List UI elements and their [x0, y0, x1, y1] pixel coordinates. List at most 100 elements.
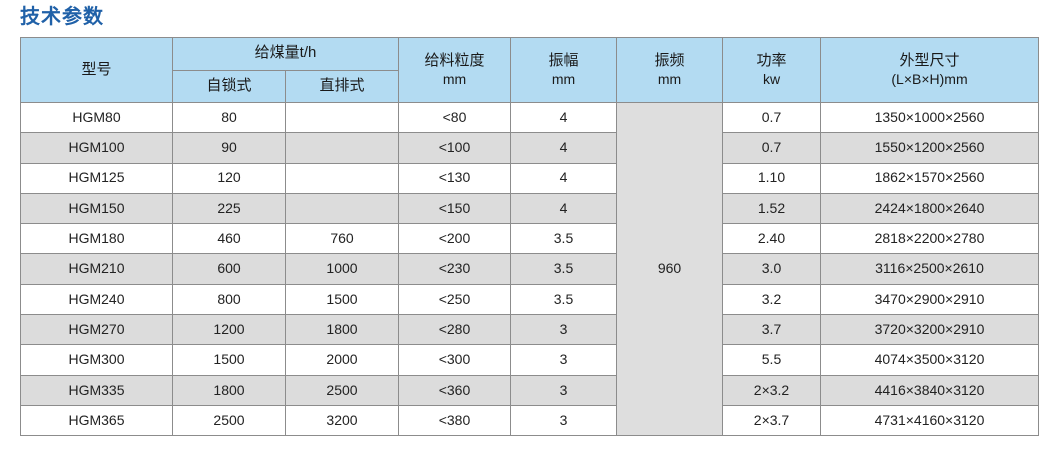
header-feed-self-lock: 自锁式 — [172, 69, 286, 103]
table-body: HGM80 80 <80 4 960 0.7 1350×1000×2560 HGM100 90 <… — [20, 101, 1039, 437]
header-amplitude-label: 振幅 — [548, 51, 579, 69]
cell-feed-self-lock: 225 — [172, 192, 286, 225]
cell-model: HGM210 — [20, 253, 173, 285]
cell-feed-direct — [285, 132, 399, 164]
cell-granularity: <100 — [398, 132, 511, 164]
cell-power: 1.10 — [722, 162, 821, 194]
cell-granularity: <300 — [398, 344, 511, 376]
header-power-unit: kw — [762, 70, 781, 87]
header-feed-rate-group: 给煤量t/h — [172, 37, 399, 71]
table-row: HGM240 800 1500 <250 3.5 3.2 3470×2900×2910 — [20, 283, 1039, 316]
cell-feed-self-lock: 120 — [172, 162, 286, 194]
table-row: HGM125 120 <130 4 1.10 1862×1570×2560 — [20, 162, 1039, 194]
header-granularity: 给料粒度 mm — [398, 37, 511, 103]
cell-model: HGM365 — [20, 404, 173, 437]
cell-power: 3.0 — [722, 253, 821, 285]
cell-amplitude: 3.5 — [510, 283, 617, 316]
cell-model: HGM100 — [20, 132, 173, 164]
table-row: HGM270 1200 1800 <280 3 3.7 3720×3200×2910 — [20, 314, 1039, 346]
cell-power: 3.2 — [722, 283, 821, 316]
cell-power: 0.7 — [722, 132, 821, 164]
cell-granularity: <200 — [398, 223, 511, 255]
cell-feed-direct — [285, 192, 399, 225]
cell-power: 2×3.7 — [722, 404, 821, 437]
cell-feed-direct: 2500 — [285, 374, 399, 406]
cell-amplitude: 4 — [510, 101, 617, 134]
cell-model: HGM270 — [20, 314, 173, 346]
cell-power: 5.5 — [722, 344, 821, 376]
cell-model: HGM180 — [20, 223, 173, 255]
cell-dimension: 1862×1570×2560 — [820, 162, 1039, 194]
page-title: 技术参数 — [20, 6, 104, 28]
header-dimension-unit: (L×B×H)mm — [891, 70, 968, 87]
cell-granularity: <230 — [398, 253, 511, 285]
cell-granularity: <80 — [398, 101, 511, 134]
header-frequency-label: 振频 — [654, 51, 685, 69]
cell-amplitude: 3.5 — [510, 253, 617, 285]
spec-table-container: 型号 给煤量t/h 给料粒度 mm 振幅 mm 振频 mm 功率 kw — [20, 37, 1039, 437]
cell-amplitude: 3 — [510, 344, 617, 376]
cell-amplitude: 3 — [510, 374, 617, 406]
cell-amplitude: 4 — [510, 132, 617, 164]
cell-feed-direct: 1500 — [285, 283, 399, 316]
cell-dimension: 3720×3200×2910 — [820, 314, 1039, 346]
cell-frequency-merged: 960 — [616, 101, 723, 437]
cell-dimension: 3116×2500×2610 — [820, 253, 1039, 285]
table-row: HGM180 460 760 <200 3.5 2.40 2818×2200×2780 — [20, 223, 1039, 255]
cell-feed-self-lock: 1200 — [172, 314, 286, 346]
cell-feed-direct: 760 — [285, 223, 399, 255]
cell-feed-direct: 1800 — [285, 314, 399, 346]
cell-feed-self-lock: 1800 — [172, 374, 286, 406]
header-dimension-label: 外型尺寸 — [899, 51, 960, 69]
table-row: HGM100 90 <100 4 0.7 1550×1200×2560 — [20, 132, 1039, 164]
cell-amplitude: 3 — [510, 314, 617, 346]
cell-amplitude: 4 — [510, 192, 617, 225]
cell-dimension: 2424×1800×2640 — [820, 192, 1039, 225]
cell-model: HGM80 — [20, 101, 173, 134]
cell-amplitude: 3.5 — [510, 223, 617, 255]
cell-amplitude: 4 — [510, 162, 617, 194]
cell-feed-self-lock: 80 — [172, 101, 286, 134]
cell-dimension: 1550×1200×2560 — [820, 132, 1039, 164]
cell-power: 1.52 — [722, 192, 821, 225]
table-header: 型号 给煤量t/h 给料粒度 mm 振幅 mm 振频 mm 功率 kw — [20, 37, 1039, 103]
cell-power: 3.7 — [722, 314, 821, 346]
cell-feed-direct — [285, 101, 399, 134]
cell-power: 2×3.2 — [722, 374, 821, 406]
table-row: HGM150 225 <150 4 1.52 2424×1800×2640 — [20, 192, 1039, 225]
cell-feed-self-lock: 1500 — [172, 344, 286, 376]
cell-amplitude: 3 — [510, 404, 617, 437]
header-frequency: 振频 mm — [616, 37, 723, 103]
header-model: 型号 — [20, 37, 173, 103]
cell-dimension: 4731×4160×3120 — [820, 404, 1039, 437]
table-row: HGM365 2500 3200 <380 3 2×3.7 4731×4160×3120 — [20, 404, 1039, 437]
cell-feed-self-lock: 800 — [172, 283, 286, 316]
table-row: HGM300 1500 2000 <300 3 5.5 4074×3500×3120 — [20, 344, 1039, 376]
cell-feed-direct: 2000 — [285, 344, 399, 376]
cell-feed-self-lock: 90 — [172, 132, 286, 164]
header-granularity-label: 给料粒度 — [424, 51, 485, 69]
header-power-label: 功率 — [756, 51, 787, 69]
cell-feed-direct: 3200 — [285, 404, 399, 437]
cell-dimension: 4416×3840×3120 — [820, 374, 1039, 406]
cell-feed-self-lock: 460 — [172, 223, 286, 255]
cell-granularity: <250 — [398, 283, 511, 316]
cell-dimension: 3470×2900×2910 — [820, 283, 1039, 316]
cell-granularity: <130 — [398, 162, 511, 194]
cell-granularity: <280 — [398, 314, 511, 346]
header-dimension: 外型尺寸 (L×B×H)mm — [820, 37, 1039, 103]
header-amplitude: 振幅 mm — [510, 37, 617, 103]
header-feed-direct: 直排式 — [285, 69, 399, 103]
header-frequency-unit: mm — [657, 70, 682, 87]
cell-feed-self-lock: 2500 — [172, 404, 286, 437]
header-granularity-unit: mm — [442, 70, 467, 87]
cell-granularity: <380 — [398, 404, 511, 437]
table-row: HGM80 80 <80 4 960 0.7 1350×1000×2560 — [20, 101, 1039, 437]
cell-model: HGM150 — [20, 192, 173, 225]
cell-power: 2.40 — [722, 223, 821, 255]
cell-model: HGM240 — [20, 283, 173, 316]
cell-dimension: 1350×1000×2560 — [820, 101, 1039, 134]
header-power: 功率 kw — [722, 37, 821, 103]
technical-parameters-table: 型号 给煤量t/h 给料粒度 mm 振幅 mm 振频 mm 功率 kw — [20, 37, 1039, 437]
table-row: HGM210 600 1000 <230 3.5 3.0 3116×2500×2610 — [20, 253, 1039, 285]
